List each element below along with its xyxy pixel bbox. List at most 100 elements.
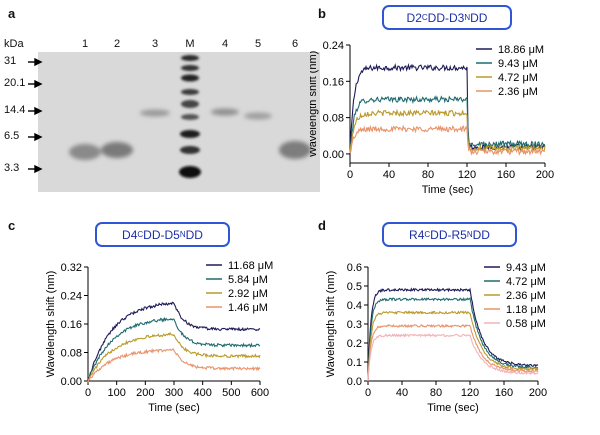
legend-label: 1.18 μM: [506, 304, 546, 316]
lane-label-m: M: [185, 38, 195, 50]
y-tick-label: 0.32: [61, 262, 82, 274]
marker-label-31: 31: [4, 55, 17, 67]
panel-d-title: R4 C DD-R5 N DD: [382, 222, 517, 247]
legend-label: 18.86 μM: [498, 44, 544, 56]
x-tick-label: 600: [251, 387, 269, 399]
series-line: [367, 296, 539, 382]
legend-label: 2.92 μM: [228, 288, 268, 300]
legend-label: 9.43 μM: [498, 58, 538, 70]
x-tick-label: 100: [107, 387, 125, 399]
panel-d-title-part1: R4: [409, 227, 425, 242]
panel-c-title-part2: DD-D5: [143, 227, 180, 242]
panel-b-title: D2 C DD-D3 N DD: [382, 5, 512, 30]
marker-lane: [179, 55, 201, 178]
series-line: [87, 301, 261, 383]
y-axis-label: Wavelength shift (nm): [310, 51, 319, 158]
y-axis-label: Wavelength shift (nm): [45, 271, 57, 378]
panel-b-title-sup2: N: [464, 13, 471, 22]
legend-label: 0.58 μM: [506, 318, 546, 330]
series-line: [87, 348, 261, 383]
lane-label-6: 6: [291, 38, 299, 50]
kda-unit-label: kDa: [4, 38, 24, 50]
lane-label-5: 5: [254, 38, 262, 50]
x-tick-label: 0: [365, 387, 371, 399]
legend-label: 5.84 μM: [228, 274, 268, 286]
x-tick-label: 160: [497, 169, 515, 181]
panel-letter-c: c: [8, 218, 16, 233]
y-tick-label: 0.0: [347, 376, 362, 388]
chart-d: 0 40 80 120 160 200 0.0 0.1 0.2 0.3 0.4 0.5 0.6 Time …: [325, 262, 547, 414]
sample-bands: [69, 108, 311, 160]
series-line: [349, 124, 546, 156]
x-tick-label: 0: [85, 387, 91, 399]
lane-label-2: 2: [113, 38, 121, 50]
series-line: [367, 310, 539, 382]
y-tick-label: 0.2: [347, 338, 362, 350]
gel-background: [38, 52, 320, 192]
x-tick-label: 200: [529, 387, 547, 399]
panel-c-title-sup2: N: [179, 230, 186, 239]
series-line: [367, 323, 539, 382]
panel-c-title-sup1: C: [137, 230, 144, 239]
series-line: [367, 332, 539, 382]
lane-label-1: 1: [81, 38, 89, 50]
y-tick-label: 0.00: [323, 149, 344, 161]
series-line: [367, 287, 539, 382]
y-tick-label: 0.3: [347, 319, 362, 331]
x-tick-label: 200: [136, 387, 154, 399]
y-tick-label: 0.08: [61, 348, 82, 360]
x-tick-label: 80: [422, 169, 434, 181]
y-tick-label: 0.24: [323, 40, 344, 52]
x-tick-label: 500: [222, 387, 240, 399]
panel-b-title-part1: D2: [406, 10, 422, 25]
x-axis-label: Time (sec): [427, 402, 479, 414]
chart-b: 0 40 80 120 160 200 0.00 0.08 0.16 0.24 Time (sec)…: [310, 40, 554, 196]
y-tick-label: 0.16: [323, 76, 344, 88]
lane-label-3: 3: [151, 38, 159, 50]
marker-label-6-5: 6.5: [4, 130, 20, 142]
legend-label: 2.36 μM: [498, 86, 538, 98]
series-line: [87, 316, 261, 383]
panel-c-title-part1: D4: [122, 227, 138, 242]
lane-label-4: 4: [221, 38, 229, 50]
panel-c-title: D4 C DD-D5 N DD: [95, 222, 230, 247]
y-tick-label: 0.1: [347, 357, 362, 369]
marker-label-3-3: 3.3: [4, 162, 20, 174]
y-tick-label: 0.5: [347, 281, 362, 293]
legend-label: 11.68 μM: [228, 260, 273, 272]
x-axis-label: Time (sec): [148, 402, 200, 414]
y-tick-label: 0.24: [61, 291, 82, 303]
panel-c-title-part3: DD: [185, 227, 203, 242]
x-tick-label: 160: [495, 387, 513, 399]
series-line: [349, 95, 546, 154]
marker-arrows: [28, 57, 43, 174]
y-tick-label: 0.6: [347, 262, 362, 274]
series-line: [87, 331, 261, 383]
panel-d-title-sup1: C: [424, 230, 431, 239]
panel-letter-b: b: [318, 6, 326, 21]
legend-label: 4.72 μM: [506, 276, 546, 288]
x-tick-label: 40: [396, 387, 408, 399]
x-tick-label: 200: [536, 169, 554, 181]
legend-label: 1.46 μM: [228, 302, 268, 314]
x-tick-label: 120: [461, 387, 479, 399]
x-tick-label: 300: [165, 387, 183, 399]
chart-c: 0 100 200 300 400 500 600 0.00 0.08 0.16 0.24 0.32 T…: [45, 260, 273, 414]
panel-d-title-part2: DD-R5: [430, 227, 467, 242]
y-tick-label: 0.4: [347, 300, 362, 312]
panel-d-title-part3: DD: [472, 227, 490, 242]
marker-label-14-4: 14.4: [4, 104, 26, 116]
x-tick-label: 80: [430, 387, 442, 399]
y-tick-label: 0.08: [323, 113, 344, 125]
panel-b-title-part2: DD-D3: [427, 10, 465, 25]
panel-letter-a: a: [8, 6, 16, 21]
y-tick-label: 0.00: [61, 376, 82, 388]
x-tick-label: 0: [347, 169, 353, 181]
panel-letter-d: d: [318, 218, 326, 233]
series-line: [349, 108, 546, 154]
y-tick-label: 0.16: [61, 319, 82, 331]
panel-b-title-sup1: C: [421, 13, 428, 22]
y-axis-label: Wavelength shift (nm): [325, 271, 337, 378]
x-tick-label: 40: [383, 169, 395, 181]
